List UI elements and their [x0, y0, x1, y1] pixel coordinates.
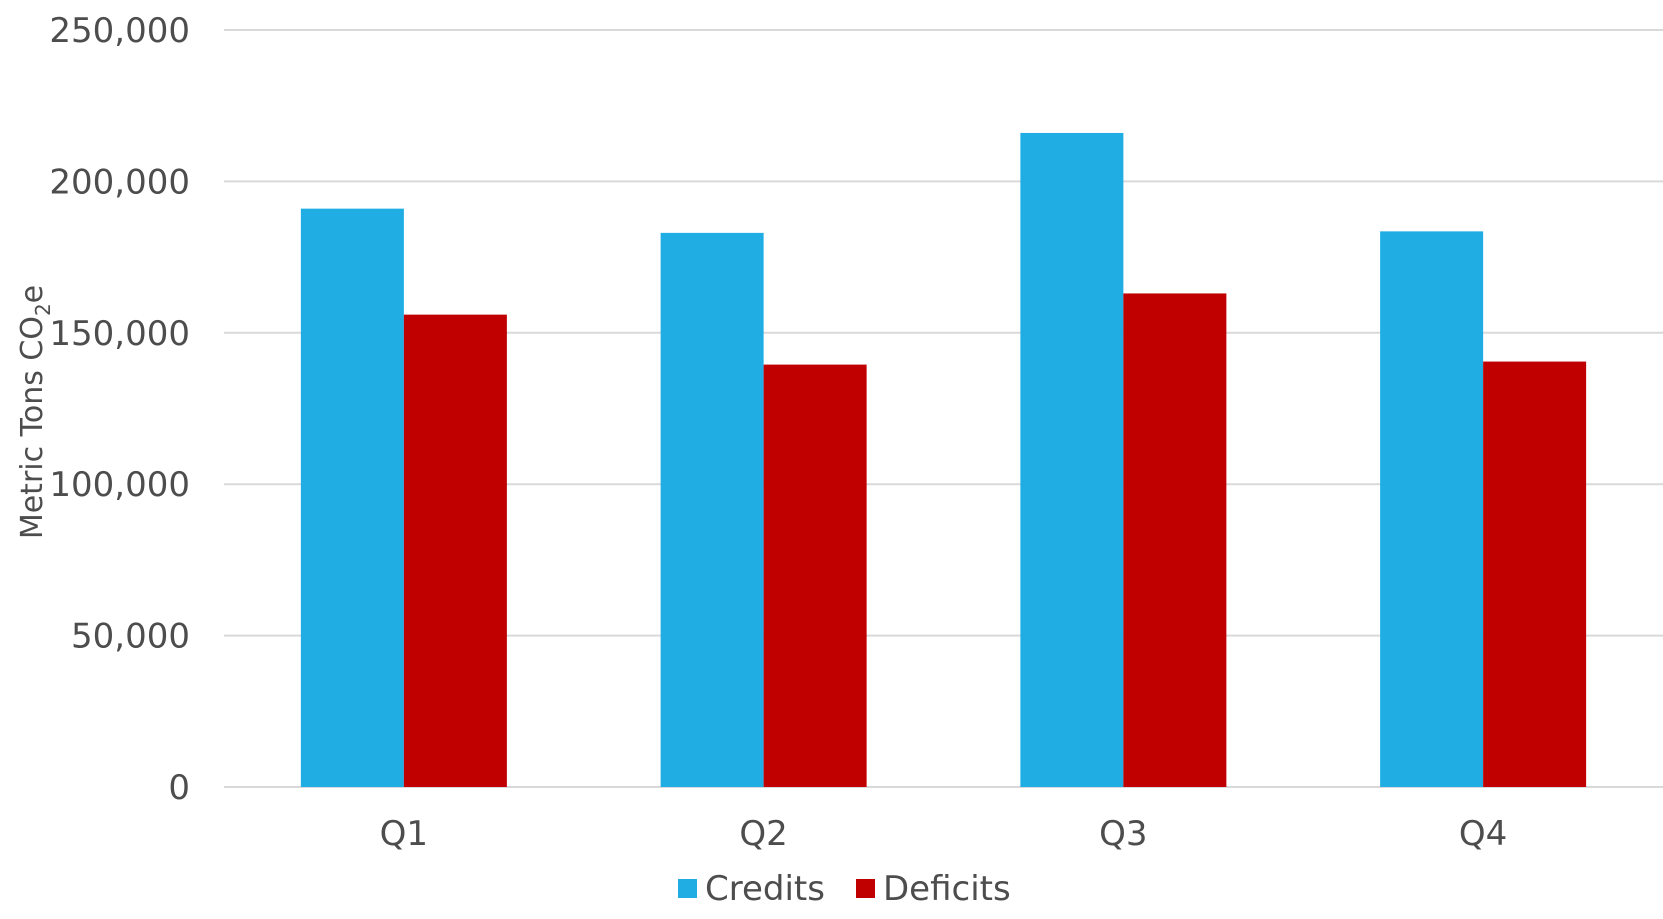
bar-credits-q1: [300, 208, 404, 788]
y-tick-label: 250,000: [49, 11, 190, 51]
legend-label-deficits: Deficits: [883, 869, 1011, 909]
y-tick-label: 0: [168, 768, 190, 808]
bar-deficits-q3: [1123, 293, 1227, 787]
x-tick-label: Q2: [739, 814, 787, 854]
y-axis-title: Metric Tons CO2e: [15, 285, 55, 539]
y-tick-label: 200,000: [49, 162, 190, 202]
y-tick-label: 50,000: [71, 617, 190, 657]
y-tick-label: 150,000: [49, 314, 190, 354]
bar-deficits-q4: [1483, 361, 1587, 787]
y-axis-tick-labels: 0 50,000 100,000 150,000 200,000 250,000: [49, 11, 190, 808]
y-axis-title-tail: e: [15, 285, 50, 303]
y-axis-title-subscript: 2: [31, 303, 55, 316]
bar-credits-q3: [1020, 132, 1124, 787]
legend-swatch-credits: [678, 879, 697, 898]
bars: [300, 132, 1587, 788]
legend-label-credits: Credits: [705, 869, 825, 909]
legend-swatch-deficits: [856, 879, 875, 898]
x-axis-tick-labels: Q1 Q2 Q3 Q4: [380, 814, 1508, 854]
x-tick-label: Q3: [1099, 814, 1147, 854]
x-tick-label: Q4: [1459, 814, 1507, 854]
bar-deficits-q1: [403, 314, 507, 787]
bar-credits-q2: [660, 232, 764, 788]
legend: Credits Deficits: [678, 869, 1011, 909]
x-tick-label: Q1: [380, 814, 428, 854]
y-axis-title-main: Metric Tons CO: [15, 316, 50, 539]
bar-credits-q4: [1380, 231, 1484, 787]
bar-deficits-q2: [763, 364, 867, 787]
y-tick-label: 100,000: [49, 465, 190, 505]
